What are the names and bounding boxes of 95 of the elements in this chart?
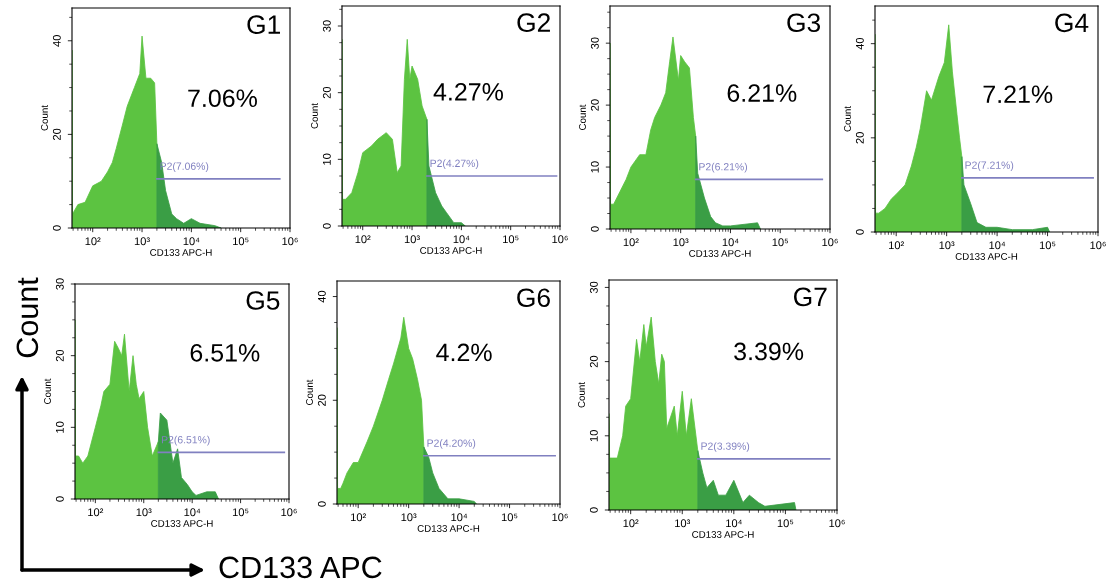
chart-title: G5	[246, 291, 280, 310]
x-axis-title: CD133 APC-H	[692, 531, 754, 538]
x-axis-title: CD133 APC-H	[689, 250, 751, 257]
y-tick-label: 20	[52, 128, 61, 140]
text: Count	[16, 277, 39, 358]
y-tick-label: 20	[855, 132, 864, 144]
x-tick-label: 10³	[939, 241, 955, 250]
annotation: P2(3.39%)	[701, 442, 750, 452]
y-tick-label: 0	[589, 507, 598, 513]
x-tick-label: 10⁵	[503, 235, 519, 244]
x-tick-label: 10⁵	[1039, 241, 1056, 250]
y-tick-label: 20	[590, 99, 599, 111]
chart-title: G6	[517, 288, 550, 308]
x-tick-label: 10⁴	[722, 238, 739, 247]
x-tick-label: 10⁶	[822, 238, 838, 247]
y-tick-label: 20	[317, 394, 326, 406]
x-tick-label: 10³	[673, 238, 689, 247]
x-tick-label: 10²	[88, 508, 104, 517]
annotation: 4.27%	[433, 83, 503, 101]
x-tick-label: 10²	[355, 235, 371, 244]
x-axis-title: CD133 APC-H	[420, 247, 482, 254]
x-tick-label: 10⁴	[989, 241, 1006, 250]
chart-title: G4	[1055, 13, 1089, 33]
y-tick-label: 0	[322, 223, 331, 229]
y-axis-title: Count	[44, 378, 51, 404]
y-axis-title: Count	[311, 103, 318, 129]
y-tick-label: 0	[317, 501, 326, 507]
x-tick-label: 10³	[404, 235, 420, 244]
x-tick-label: 10⁴	[183, 237, 200, 246]
y-tick-label: 30	[589, 281, 598, 294]
chart-title: G1	[247, 15, 280, 34]
chart-title: G7	[794, 287, 827, 307]
y-tick-label: 0	[855, 229, 864, 235]
y-tick-label: 0	[52, 225, 61, 231]
x-tick-label: 10²	[623, 238, 639, 247]
y-tick-label: 30	[590, 37, 599, 49]
chart-title: G3	[787, 13, 821, 33]
x-tick-label: 10⁶	[1090, 241, 1106, 250]
annotation: P2(4.27%)	[430, 159, 479, 170]
y-tick-label: 10	[590, 161, 599, 173]
y-axis-title: Count	[844, 106, 851, 132]
annotation: P2(4.20%)	[427, 439, 476, 449]
y-axis-title: Count	[41, 105, 48, 131]
x-tick-label: 10⁶	[552, 235, 568, 244]
y-tick-label: 20	[589, 355, 598, 368]
annotation: 6.21%	[727, 84, 797, 102]
x-tick-label: 10⁶	[281, 508, 297, 517]
x-tick-label: 10⁴	[453, 235, 470, 244]
x-tick-label: 10⁵	[233, 237, 249, 246]
x-tick-label: 10⁵	[772, 238, 789, 247]
x-tick-label: 10⁶	[282, 237, 298, 246]
y-tick-label: 10	[589, 430, 598, 442]
x-tick-label: 10³	[136, 508, 152, 517]
x-tick-label: 10⁶	[829, 519, 845, 528]
x-tick-label: 10⁴	[184, 508, 201, 517]
y-tick-label: 30	[55, 278, 64, 290]
y-tick-label: 20	[55, 349, 64, 362]
y-tick-label: 40	[52, 35, 61, 47]
x-tick-label: 10²	[85, 237, 101, 246]
annotation: 7.06%	[188, 89, 257, 108]
x-axis-title: CD133 APC-H	[417, 525, 480, 532]
x-tick-label: 10³	[401, 513, 417, 522]
x-tick-label: 10²	[623, 519, 639, 528]
y-axis-title: Count	[578, 382, 585, 408]
x-tick-label: 10³	[134, 237, 150, 246]
y-tick-label: 40	[317, 290, 326, 303]
x-axis-title: CD133 APC-H	[151, 520, 213, 527]
y-tick-label: 10	[55, 421, 64, 433]
y-tick-label: 0	[590, 226, 599, 232]
x-tick-label: 10³	[675, 519, 691, 528]
x-tick-label: 10⁴	[451, 513, 468, 522]
y-tick-label: 20	[322, 86, 331, 99]
x-tick-label: 10⁶	[552, 513, 568, 522]
chart-title: G2	[517, 13, 550, 32]
x-tick-label: 10²	[351, 513, 367, 522]
x-tick-label: 10⁴	[726, 519, 742, 528]
x-tick-label: 10⁵	[777, 519, 794, 528]
annotation: 6.51%	[190, 343, 260, 362]
annotation: 3.39%	[734, 342, 804, 361]
x-tick-label: 10⁵	[232, 508, 249, 517]
y-tick-label: 10	[322, 153, 331, 165]
y-tick-label: 40	[855, 37, 864, 50]
y-tick-label: 30	[322, 20, 331, 32]
y-axis-title: Count	[306, 379, 313, 405]
x-tick-label: 10⁵	[501, 513, 518, 522]
x-tick-label: 10²	[889, 241, 905, 250]
annotation: P2(6.21%)	[699, 162, 748, 173]
x-axis-title: CD133 APC-H	[150, 249, 212, 256]
annotation: 4.2%	[436, 343, 492, 362]
y-tick-label: 0	[55, 496, 64, 502]
x-axis-title: CD133 APC-H	[955, 253, 1018, 260]
annotation: P2(7.21%)	[965, 161, 1014, 171]
y-axis-title: Count	[579, 104, 586, 130]
annotation: 7.21%	[983, 85, 1053, 104]
text: CD133 APC	[219, 556, 382, 579]
